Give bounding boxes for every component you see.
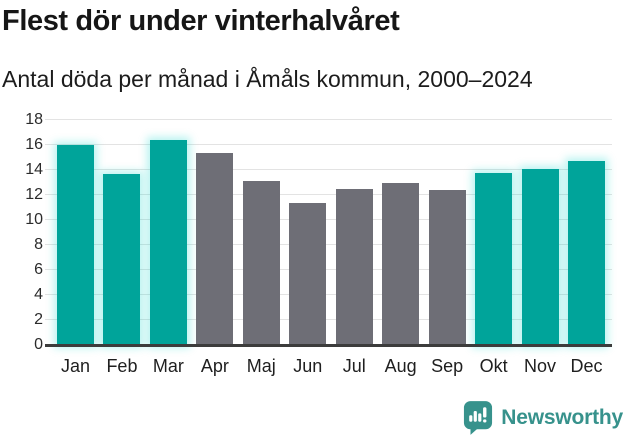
x-label-jul: Jul (342, 356, 366, 376)
y-tick-label-14: 14 (25, 161, 43, 178)
y-tick-label-6: 6 (34, 261, 43, 278)
chart-title: Flest dör under vinterhalvåret (2, 5, 400, 37)
y-tick-label-4: 4 (34, 286, 43, 303)
x-label-aug: Aug (384, 356, 417, 376)
bar-okt (475, 172, 513, 345)
bars (50, 120, 612, 345)
x-axis-line (45, 344, 612, 347)
bar-jun (289, 202, 327, 345)
gridline-8 (45, 244, 612, 245)
bar-jan (57, 145, 94, 345)
x-label-dec: Dec (570, 356, 603, 376)
y-tick-label-16: 16 (25, 136, 43, 153)
bar-maj (242, 181, 280, 345)
gridline-12 (45, 194, 612, 196)
newsworthy-brand-label: Newsworthy (501, 406, 623, 429)
x-label-nov: Nov (524, 356, 557, 376)
bar-nov (521, 168, 559, 345)
bar-aug (382, 182, 420, 345)
y-tick-label-8: 8 (34, 236, 43, 253)
x-label-jun: Jun (293, 356, 323, 376)
bar-jul (335, 188, 373, 345)
gridline-18 (45, 119, 612, 120)
newsworthy-bubble-chart-icon (463, 400, 493, 436)
gridline-6 (45, 269, 612, 271)
x-label-okt: Okt (479, 356, 508, 376)
bar-mar (149, 140, 187, 345)
x-label-mar: Mar (152, 356, 184, 376)
x-axis-labels: Jan Feb Mar Apr Maj Jun Jul Aug Sep Okt Nov Dec (50, 356, 612, 377)
y-tick-label-18: 18 (25, 111, 43, 128)
gridline-4 (45, 294, 612, 295)
newsworthy-logo: Newsworthy (463, 400, 623, 436)
bar-sep (428, 190, 466, 345)
gridline-2 (45, 319, 612, 320)
gridline-10 (45, 219, 612, 220)
chart-subtitle: Antal döda per månad i Åmåls kommun, 200… (2, 66, 533, 92)
y-tick-label-2: 2 (34, 311, 43, 328)
plot-area (45, 119, 612, 347)
gridline-14 (45, 169, 612, 170)
x-label-maj: Maj (246, 356, 276, 376)
y-axis-labels: 0 2 4 6 8 10 12 14 16 18 (0, 111, 43, 353)
gridline-16 (45, 144, 612, 145)
x-label-sep: Sep (431, 356, 464, 376)
y-tick-label-10: 10 (25, 211, 43, 228)
bar-feb (103, 173, 141, 345)
x-label-feb: Feb (106, 356, 138, 376)
y-tick-label-12: 12 (25, 186, 43, 203)
y-tick-label-0: 0 (34, 336, 43, 353)
bar-apr (196, 152, 234, 345)
bar-dec (567, 161, 605, 345)
x-label-jan: Jan (60, 356, 91, 376)
x-label-apr: Apr (200, 356, 229, 376)
